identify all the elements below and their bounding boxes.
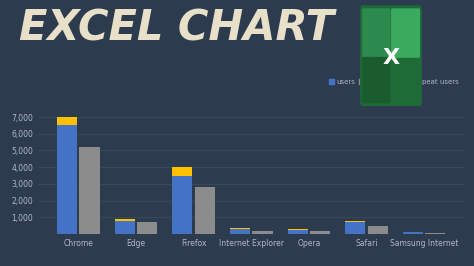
FancyBboxPatch shape (360, 5, 422, 106)
FancyBboxPatch shape (362, 8, 391, 58)
Bar (195, 187, 215, 234)
Bar (310, 231, 330, 234)
Bar (288, 230, 308, 234)
Text: X: X (383, 48, 400, 68)
Bar (80, 147, 100, 234)
Text: EXCEL CHART: EXCEL CHART (19, 8, 334, 50)
FancyBboxPatch shape (391, 8, 420, 58)
Bar (57, 114, 77, 125)
Bar (172, 167, 192, 176)
Bar (230, 228, 250, 229)
Bar (252, 231, 273, 234)
Legend: users, new users, repeat users: users, new users, repeat users (326, 76, 461, 88)
Bar (230, 229, 250, 234)
Bar (57, 125, 77, 234)
Bar (288, 229, 308, 230)
Bar (137, 222, 157, 234)
Bar (368, 226, 388, 234)
Bar (172, 176, 192, 234)
FancyBboxPatch shape (362, 57, 391, 103)
Bar (345, 221, 365, 222)
Bar (425, 233, 446, 234)
Bar (403, 232, 423, 234)
Bar (345, 222, 365, 234)
Bar (115, 221, 135, 234)
Bar (115, 219, 135, 221)
